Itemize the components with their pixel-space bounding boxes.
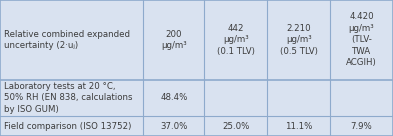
Text: Relative combined expanded
uncertainty (2·uⱼ): Relative combined expanded uncertainty (… (4, 30, 130, 50)
Text: 7.9%: 7.9% (351, 122, 373, 131)
Text: 25.0%: 25.0% (222, 122, 250, 131)
Text: 11.1%: 11.1% (285, 122, 312, 131)
Text: 37.0%: 37.0% (160, 122, 187, 131)
Text: Laboratory tests at 20 °C,
50% RH (EN 838, calculations
by ISO GUM): Laboratory tests at 20 °C, 50% RH (EN 83… (4, 82, 132, 114)
Text: 442
μg/m³
(0.1 TLV): 442 μg/m³ (0.1 TLV) (217, 24, 255, 56)
Text: 2.210
μg/m³
(0.5 TLV): 2.210 μg/m³ (0.5 TLV) (280, 24, 318, 56)
Text: 48.4%: 48.4% (160, 93, 187, 102)
Text: 200
μg/m³: 200 μg/m³ (161, 30, 187, 50)
Text: 4.420
μg/m³
(TLV-
TWA
ACGIH): 4.420 μg/m³ (TLV- TWA ACGIH) (346, 12, 377, 67)
Text: Field comparison (ISO 13752): Field comparison (ISO 13752) (4, 122, 131, 131)
